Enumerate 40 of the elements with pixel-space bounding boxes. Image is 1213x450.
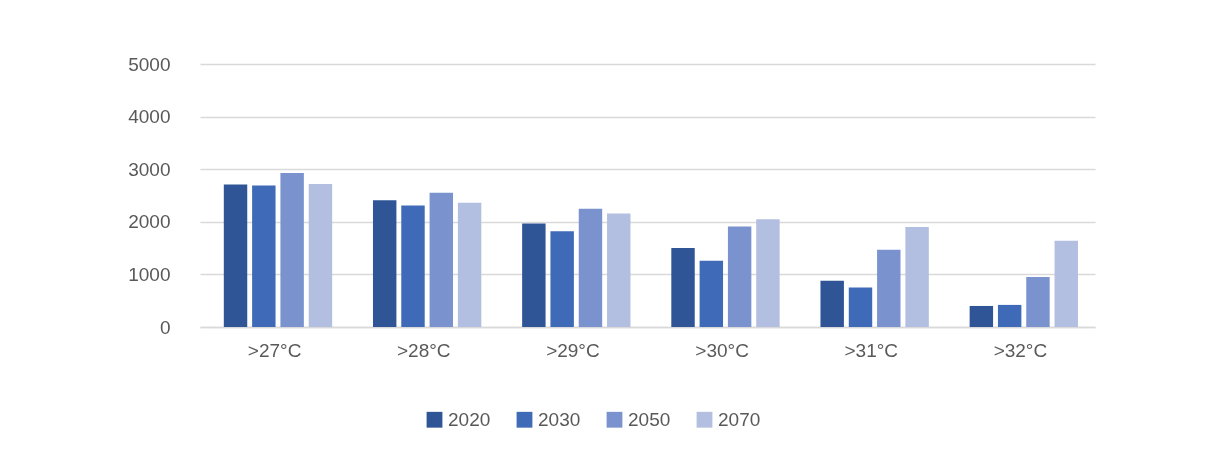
bar <box>280 172 304 327</box>
bar <box>578 208 603 327</box>
x-tick-label: >32°C <box>993 339 1048 361</box>
bar <box>1054 240 1078 327</box>
y-tick-label: 5000 <box>128 53 171 75</box>
bar <box>820 280 844 327</box>
x-tick-label: >30°C <box>695 339 749 361</box>
bar <box>905 227 929 327</box>
bar <box>401 205 425 327</box>
legend-label: 2030 <box>538 408 581 430</box>
legend-label: 2070 <box>718 408 761 430</box>
bar <box>997 304 1022 327</box>
y-tick-label: 3000 <box>128 158 171 180</box>
bar <box>457 202 482 327</box>
bar <box>522 223 546 327</box>
bar <box>550 231 574 327</box>
bar <box>727 226 752 327</box>
bar <box>671 248 695 327</box>
bar <box>848 287 873 327</box>
bar <box>756 219 780 327</box>
y-tick-label: 4000 <box>128 106 171 128</box>
bar <box>699 260 724 327</box>
y-tick-label: 2000 <box>128 211 171 233</box>
legend-label: 2050 <box>628 408 671 430</box>
x-tick-label: >31°C <box>844 339 899 361</box>
bar <box>308 183 333 327</box>
bar <box>969 305 994 327</box>
legend-label: 2020 <box>448 408 491 430</box>
bar <box>223 184 248 327</box>
x-tick-label: >29°C <box>546 339 600 361</box>
y-tick-label: 0 <box>159 316 171 338</box>
bar <box>252 185 276 327</box>
bar <box>1026 277 1050 327</box>
bar <box>429 192 454 327</box>
y-tick-label: 1000 <box>128 263 171 285</box>
x-tick-label: >27°C <box>247 339 302 361</box>
x-tick-label: >28°C <box>396 339 451 361</box>
bar <box>607 213 631 327</box>
bar <box>372 200 397 327</box>
bar <box>877 249 901 327</box>
